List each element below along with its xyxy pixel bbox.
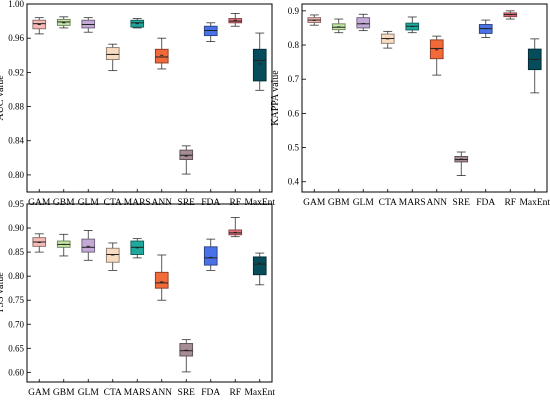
iqr-box — [252, 256, 267, 276]
kappa-category-label: CTA — [379, 198, 397, 208]
kappa-ytick-label: 0.6 — [288, 108, 300, 118]
tss-box-gbm — [56, 233, 71, 257]
tss-category-label: GAM — [28, 388, 51, 398]
iqr-box — [154, 271, 169, 289]
kappa-box-rf — [503, 10, 518, 20]
auc-plot-frame — [26, 3, 273, 193]
kappa-box-ann — [429, 35, 444, 76]
auc-ytick-label: 0.80 — [8, 170, 24, 180]
iqr-box — [154, 48, 169, 64]
tss-ytick-label: 0.90 — [8, 223, 24, 233]
tss-box-mars — [130, 238, 145, 259]
kappa-category-label: FDA — [476, 198, 495, 208]
auc-box-sre — [179, 145, 194, 175]
tss-ytick-label: 0.80 — [8, 271, 24, 281]
tss-category-label: CTA — [104, 388, 122, 398]
tss-box-maxent — [252, 252, 267, 286]
kappa-category-label: GLM — [353, 198, 375, 208]
kappa-category-label: RF — [504, 198, 516, 208]
auc-category-label: GAM — [28, 198, 51, 208]
auc-ytick-label: 0.88 — [8, 102, 24, 112]
tss-ytick-label: 0.65 — [8, 343, 24, 353]
tss-ytick-label: 0.85 — [8, 247, 24, 257]
kappa-boxplot-panel: 0.4 0.5 0.6 0.7 0.8 0.9 KAPPA value GAM GBM GLM CT… — [270, 3, 550, 208]
auc-ylabel: AUC value — [0, 75, 6, 121]
kappa-ylabel: KAPPA value — [270, 70, 281, 126]
tss-category-label: GLM — [78, 388, 100, 398]
tss-category-label: RF — [229, 388, 241, 398]
tss-ytick-label: 0.95 — [8, 199, 24, 209]
auc-ytick-label: 0.96 — [8, 33, 24, 43]
auc-category-label: GLM — [78, 198, 100, 208]
kappa-box-cta — [380, 30, 395, 49]
kappa-box-sre — [454, 151, 469, 176]
tss-ytick-label: 0.75 — [8, 295, 24, 305]
auc-boxplot-panel: 0.80 0.84 0.88 0.92 0.96 1.00 AUC value GAM GBM G… — [0, 0, 275, 208]
kappa-box-maxent — [527, 38, 542, 94]
tss-ytick-label: 0.70 — [8, 319, 24, 329]
tss-category-label: MaxEnt — [244, 388, 275, 398]
kappa-ytick-label: 0.5 — [288, 143, 300, 153]
tss-category-label: MARS — [124, 388, 151, 398]
tss-boxplot-panel: 0.60 0.65 0.70 0.75 0.80 0.85 0.90 0.95 TSS valu… — [0, 199, 275, 398]
auc-box-ann — [154, 37, 169, 70]
auc-box-glm — [81, 17, 96, 33]
iqr-box — [81, 238, 96, 253]
tss-category-label: FDA — [201, 388, 220, 398]
auc-category-label: MARS — [124, 198, 151, 208]
kappa-category-label: ANN — [426, 198, 447, 208]
kappa-ytick-label: 0.9 — [288, 6, 300, 16]
tss-box-gam — [32, 233, 47, 253]
auc-box-mars — [130, 18, 145, 29]
kappa-category-label: SRE — [453, 198, 471, 208]
kappa-category-label: MARS — [399, 198, 426, 208]
iqr-box — [203, 246, 218, 266]
kappa-box-glm — [356, 13, 371, 32]
kappa-ytick-label: 0.4 — [288, 177, 300, 187]
tss-box-sre — [179, 339, 194, 373]
auc-category-label: CTA — [104, 198, 122, 208]
tss-ylabel: TSS value — [0, 272, 6, 314]
iqr-box — [252, 48, 267, 82]
iqr-box — [429, 39, 444, 60]
auc-box-fda — [203, 22, 218, 42]
kappa-ytick-label: 0.8 — [288, 40, 300, 50]
auc-box-gbm — [56, 16, 71, 29]
auc-ytick-label: 1.00 — [8, 0, 24, 9]
tss-category-label: ANN — [151, 388, 172, 398]
auc-ytick-label: 0.92 — [8, 67, 24, 77]
kappa-plot-frame — [301, 3, 548, 193]
tss-box-ann — [154, 254, 169, 301]
tss-category-label: SRE — [178, 388, 196, 398]
auc-category-label: SRE — [178, 198, 196, 208]
tss-category-label: GBM — [53, 388, 75, 398]
kappa-box-gam — [307, 14, 322, 26]
auc-box-rf — [228, 12, 243, 27]
auc-box-maxent — [252, 32, 267, 91]
auc-category-label: FDA — [201, 198, 220, 208]
kappa-box-mars — [405, 16, 420, 34]
kappa-box-fda — [478, 19, 493, 38]
tss-plot-frame — [26, 203, 273, 383]
iqr-box — [105, 47, 120, 60]
auc-category-label: RF — [229, 198, 241, 208]
auc-box-gam — [32, 17, 47, 35]
tss-box-cta — [105, 242, 120, 271]
iqr-box — [356, 17, 371, 29]
kappa-category-label: GAM — [303, 198, 326, 208]
auc-category-label: MaxEnt — [244, 198, 275, 208]
auc-category-label: ANN — [151, 198, 172, 208]
auc-ytick-label: 0.84 — [8, 136, 24, 146]
tss-box-fda — [203, 238, 218, 271]
kappa-category-label: MaxEnt — [519, 198, 550, 208]
tss-box-glm — [81, 230, 96, 261]
auc-category-label: GBM — [53, 198, 75, 208]
auc-box-cta — [105, 43, 120, 72]
tss-box-rf — [228, 217, 243, 238]
kappa-ytick-label: 0.7 — [288, 74, 300, 84]
kappa-category-label: GBM — [328, 198, 350, 208]
tss-ytick-label: 0.60 — [8, 367, 24, 377]
kappa-box-gbm — [331, 18, 346, 34]
